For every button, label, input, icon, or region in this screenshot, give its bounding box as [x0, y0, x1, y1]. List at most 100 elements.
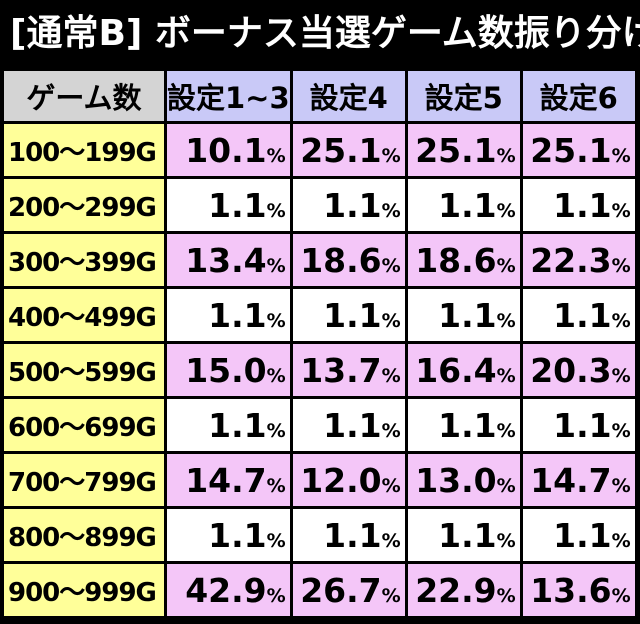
probability-value: 1.1 — [323, 185, 382, 225]
percent-unit: % — [381, 364, 401, 387]
percent-unit: % — [496, 419, 516, 442]
probability-cell: 1.1% — [164, 506, 293, 564]
header-setting-6: 設定6 — [519, 68, 638, 124]
row-label-game-range: 600〜699G — [1, 396, 167, 454]
probability-value: 1.1 — [323, 295, 382, 335]
percent-unit: % — [266, 309, 286, 332]
percent-unit: % — [266, 254, 286, 277]
percent-unit: % — [496, 529, 516, 552]
probability-cell: 26.7% — [289, 561, 408, 619]
probability-cell: 1.1% — [404, 396, 523, 454]
percent-unit: % — [381, 144, 401, 167]
probability-cell: 25.1% — [289, 121, 408, 179]
probability-value: 25.1 — [415, 130, 497, 170]
probability-value: 1.1 — [208, 185, 267, 225]
probability-value: 1.1 — [438, 295, 497, 335]
row-label-game-range: 300〜399G — [1, 231, 167, 289]
probability-cell: 25.1% — [519, 121, 638, 179]
probability-cell: 1.1% — [289, 396, 408, 454]
row-label-game-range: 100〜199G — [1, 121, 167, 179]
probability-cell: 14.7% — [519, 451, 638, 509]
percent-unit: % — [496, 144, 516, 167]
probability-value: 13.7 — [300, 350, 382, 390]
probability-value: 1.1 — [553, 295, 612, 335]
probability-value: 18.6 — [300, 240, 382, 280]
probability-cell: 22.9% — [404, 561, 523, 619]
probability-value: 1.1 — [438, 185, 497, 225]
percent-unit: % — [496, 309, 516, 332]
probability-cell: 18.6% — [404, 231, 523, 289]
probability-cell: 13.4% — [164, 231, 293, 289]
probability-value: 15.0 — [185, 350, 267, 390]
percent-unit: % — [266, 474, 286, 497]
percent-unit: % — [611, 584, 631, 607]
probability-value: 1.1 — [323, 405, 382, 445]
probability-cell: 1.1% — [404, 286, 523, 344]
percent-unit: % — [381, 199, 401, 222]
probability-value: 14.7 — [530, 460, 612, 500]
row-label-game-range: 900〜999G — [1, 561, 167, 619]
probability-cell: 1.1% — [164, 396, 293, 454]
percent-unit: % — [266, 144, 286, 167]
probability-value: 10.1 — [185, 130, 267, 170]
probability-cell: 10.1% — [164, 121, 293, 179]
row-label-game-range: 400〜499G — [1, 286, 167, 344]
percent-unit: % — [266, 419, 286, 442]
header-setting-1-3: 設定1~3 — [164, 68, 293, 124]
probability-value: 12.0 — [300, 460, 382, 500]
percent-unit: % — [266, 584, 286, 607]
probability-cell: 1.1% — [289, 506, 408, 564]
percent-unit: % — [381, 474, 401, 497]
percent-unit: % — [266, 364, 286, 387]
row-label-game-range: 200〜299G — [1, 176, 167, 234]
distribution-table: ゲーム数 設定1~3 設定4 設定5 設定6 100〜199G 10.1% 25.1… — [1, 68, 638, 619]
probability-cell: 1.1% — [519, 286, 638, 344]
probability-value: 1.1 — [438, 515, 497, 555]
header-setting-4: 設定4 — [289, 68, 408, 124]
probability-cell: 18.6% — [289, 231, 408, 289]
table-row: 800〜899G 1.1% 1.1% 1.1% 1.1% — [1, 506, 638, 564]
percent-unit: % — [266, 529, 286, 552]
probability-cell: 1.1% — [164, 286, 293, 344]
percent-unit: % — [611, 309, 631, 332]
probability-cell: 1.1% — [519, 506, 638, 564]
percent-unit: % — [496, 254, 516, 277]
row-label-game-range: 800〜899G — [1, 506, 167, 564]
table-header-row: ゲーム数 設定1~3 設定4 設定5 設定6 — [1, 68, 638, 124]
probability-value: 1.1 — [208, 295, 267, 335]
probability-value: 1.1 — [438, 405, 497, 445]
percent-unit: % — [611, 144, 631, 167]
probability-cell: 1.1% — [289, 286, 408, 344]
probability-value: 13.0 — [415, 460, 497, 500]
probability-value: 1.1 — [553, 515, 612, 555]
probability-value: 1.1 — [208, 405, 267, 445]
percent-unit: % — [496, 584, 516, 607]
probability-cell: 20.3% — [519, 341, 638, 399]
probability-value: 1.1 — [553, 405, 612, 445]
probability-value: 1.1 — [323, 515, 382, 555]
probability-value: 13.4 — [185, 240, 267, 280]
percent-unit: % — [611, 364, 631, 387]
probability-cell: 1.1% — [519, 176, 638, 234]
probability-value: 22.9 — [415, 570, 497, 610]
probability-cell: 1.1% — [519, 396, 638, 454]
percent-unit: % — [611, 199, 631, 222]
probability-value: 1.1 — [553, 185, 612, 225]
percent-unit: % — [611, 254, 631, 277]
probability-value: 13.6 — [530, 570, 612, 610]
table-row: 600〜699G 1.1% 1.1% 1.1% 1.1% — [1, 396, 638, 454]
probability-value: 42.9 — [185, 570, 267, 610]
header-game-count: ゲーム数 — [1, 68, 167, 124]
header-setting-5: 設定5 — [404, 68, 523, 124]
page-title: [通常B] ボーナス当選ゲーム数振り分け — [10, 13, 640, 54]
percent-unit: % — [496, 474, 516, 497]
table-row: 200〜299G 1.1% 1.1% 1.1% 1.1% — [1, 176, 638, 234]
probability-cell: 13.6% — [519, 561, 638, 619]
probability-cell: 1.1% — [404, 506, 523, 564]
probability-value: 16.4 — [415, 350, 497, 390]
percent-unit: % — [611, 419, 631, 442]
probability-value: 22.3 — [530, 240, 612, 280]
row-label-game-range: 500〜599G — [1, 341, 167, 399]
percent-unit: % — [381, 529, 401, 552]
probability-cell: 1.1% — [164, 176, 293, 234]
